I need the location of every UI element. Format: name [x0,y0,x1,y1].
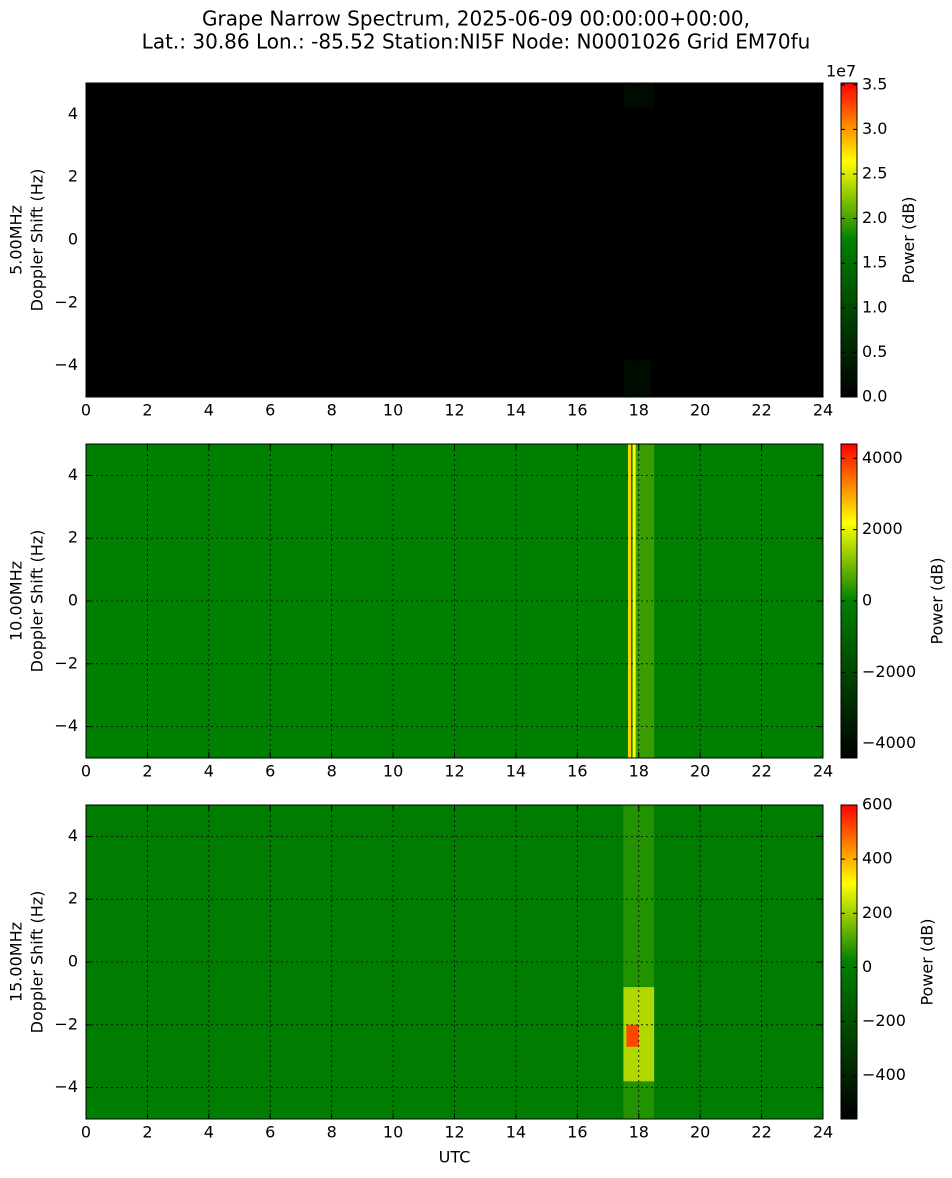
x-tick-label: 20 [690,1123,710,1142]
x-tick-label: 18 [629,762,649,781]
heatmap-cell [632,444,636,758]
x-tick-label: 0 [81,762,91,781]
colorbar-tick-label: −4000 [862,733,916,752]
y-tick-label: 4 [68,465,78,484]
x-tick-label: 12 [444,762,464,781]
colorbar-tick-label: 0 [862,957,872,976]
x-tick-label: 12 [444,1123,464,1142]
heatmap-cell [626,1024,639,1047]
colorbar-tick-label: 3.0 [862,119,887,138]
y-tick-label: 2 [68,889,78,908]
x-tick-label: 24 [813,1123,833,1142]
figure-title: Grape Narrow Spectrum, 2025-06-09 00:00:… [202,7,750,31]
colorbar-tick-label: 200 [862,903,893,922]
x-tick-label: 10 [383,401,403,420]
y-tick-label: 4 [68,826,78,845]
colorbar-tick-label: 600 [862,795,893,814]
x-tick-label: 24 [813,762,833,781]
x-tick-label: 4 [204,1123,214,1142]
x-tick-label: 2 [142,762,152,781]
x-tick-label: 20 [690,401,710,420]
y-axis-label: Doppler Shift (Hz) [28,169,47,312]
x-tick-label: 4 [204,762,214,781]
y-tick-label: −4 [54,716,78,735]
y-tick-label: 2 [68,528,78,547]
colorbar [840,804,858,1120]
colorbar-tick-label: 0.0 [862,387,887,406]
colorbar-label: Power (dB) [917,918,936,1005]
y-tick-label: 0 [68,952,78,971]
colorbar-tick-label: 0.5 [862,342,887,361]
colorbar-label: Power (dB) [928,557,947,644]
heatmap-cell [635,444,655,758]
y-tick-label: −2 [54,653,78,672]
y-axis-label: 5.00MHz [7,205,26,275]
x-tick-label: 14 [506,401,526,420]
x-tick-label: 22 [751,401,771,420]
colorbar-tick-label: 3.5 [862,74,887,93]
x-tick-label: 16 [567,401,587,420]
heatmap-cell [628,444,632,758]
x-tick-label: 6 [265,401,275,420]
colorbar-tick-label: 2.5 [862,163,887,182]
y-axis-label: Doppler Shift (Hz) [28,530,47,673]
colorbar-tick-label: −200 [862,1011,906,1030]
x-tick-label: 4 [204,401,214,420]
colorbar-label: Power (dB) [899,196,918,283]
x-tick-label: 18 [629,401,649,420]
x-tick-label: 12 [444,401,464,420]
colorbar-tick-label: 2.0 [862,208,887,227]
colorbar-tick-label: 400 [862,849,893,868]
y-axis-label: 10.00MHz [7,561,26,641]
x-tick-label: 8 [327,1123,337,1142]
x-tick-label: 8 [327,401,337,420]
colorbar-tick-label: 2000 [862,519,903,538]
colorbar-tick-label: 1.0 [862,297,887,316]
heatmap-cell [623,359,652,397]
x-tick-label: 22 [751,762,771,781]
colorbar-tick-label: 0 [862,591,872,610]
x-tick-label: 8 [327,762,337,781]
y-tick-label: 2 [68,167,78,186]
x-tick-label: 0 [81,401,91,420]
y-tick-label: −2 [54,1014,78,1033]
figure-title: Lat.: 30.86 Lon.: -85.52 Station:NI5F No… [142,30,811,54]
x-tick-label: 0 [81,1123,91,1142]
x-tick-label: 2 [142,1123,152,1142]
x-tick-label: 16 [567,762,587,781]
x-tick-label: 6 [265,1123,275,1142]
y-axis-label: 15.00MHz [7,922,26,1002]
x-tick-label: 14 [506,1123,526,1142]
plot-frame [85,804,824,1120]
x-tick-label: 18 [629,1123,649,1142]
x-tick-label: 24 [813,401,833,420]
x-tick-label: 16 [567,1123,587,1142]
colorbar-tick-label: −400 [862,1065,906,1084]
x-tick-label: 20 [690,762,710,781]
y-tick-label: −2 [54,292,78,311]
y-tick-label: 0 [68,230,78,249]
x-tick-label: 2 [142,401,152,420]
x-axis-label: UTC [439,1148,471,1167]
y-tick-label: 0 [68,591,78,610]
y-axis-label: Doppler Shift (Hz) [28,891,47,1034]
colorbar [840,82,858,398]
x-tick-label: 6 [265,762,275,781]
colorbar-tick-label: 4000 [862,448,903,467]
colorbar-tick-label: 1.5 [862,253,887,272]
plot-frame [85,443,824,759]
y-tick-label: −4 [54,1077,78,1096]
colorbar-tick-label: −2000 [862,662,916,681]
plot-frame [85,82,824,398]
x-tick-label: 14 [506,762,526,781]
x-tick-label: 10 [383,1123,403,1142]
y-tick-label: −4 [54,355,78,374]
y-tick-label: 4 [68,104,78,123]
x-tick-label: 22 [751,1123,771,1142]
colorbar-offset: 1e7 [826,62,856,81]
x-tick-label: 10 [383,762,403,781]
